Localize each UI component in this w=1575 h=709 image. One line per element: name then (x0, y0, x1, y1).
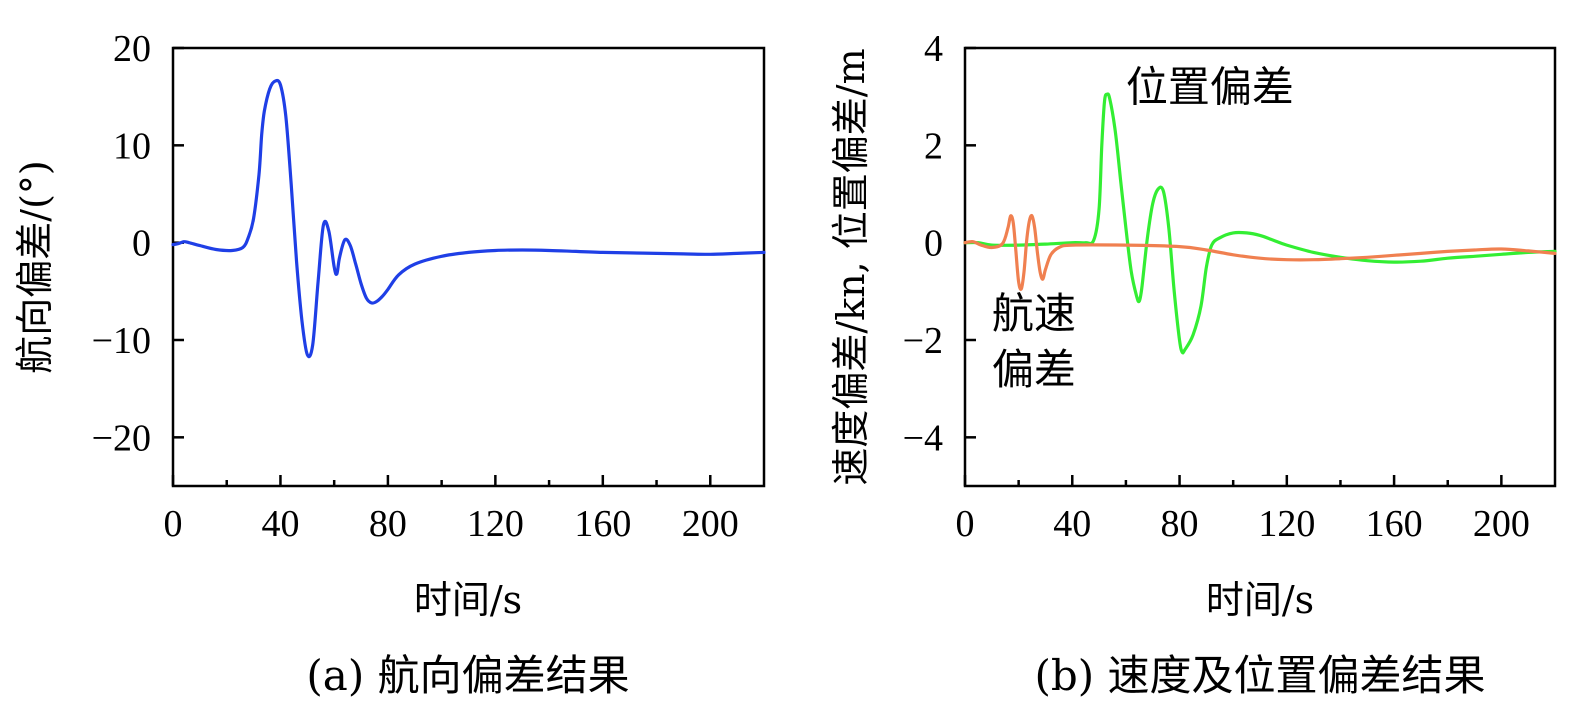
series-lines-b (963, 92, 1557, 355)
plot-frame-a (171, 46, 766, 488)
y-tick-label: 2 (924, 125, 943, 167)
y-axis-title-b: 速度偏差/kn, 位置偏差/m (829, 48, 873, 485)
annotation-label: 位置偏差 (1126, 63, 1294, 112)
x-tick-label: 160 (1366, 503, 1423, 545)
x-tick-label: 120 (467, 503, 524, 545)
caption-a: (a) 航向偏差结果 (306, 651, 629, 700)
y-tick-label: −10 (92, 320, 151, 362)
x-tick-label: 0 (164, 503, 183, 545)
series-line (963, 213, 1557, 291)
y-tick-label: −2 (903, 320, 943, 362)
y-tick-label: 0 (924, 223, 943, 265)
x-axis-title-b: 时间/s (1206, 578, 1314, 622)
y-tick-label: −20 (92, 417, 151, 459)
y-axis-title-a: 航向偏差/(°) (13, 160, 57, 373)
tick-labels-a: 0 40 80 120 160 200 20 10 0 −10 −20 (92, 28, 739, 545)
y-tick-label: 10 (113, 125, 151, 167)
y-tick-label: 20 (113, 28, 151, 70)
y-tick-label: −4 (903, 417, 943, 459)
y-tick-label: 4 (924, 28, 943, 70)
x-axis-title-a: 时间/s (414, 578, 522, 622)
plot-frame-b (963, 46, 1557, 488)
caption-b: (b) 速度及位置偏差结果 (1034, 651, 1485, 700)
annotation-label: 偏差 (992, 345, 1076, 394)
x-tick-label: 200 (1473, 503, 1530, 545)
series-lines-a (171, 78, 766, 359)
series-line (171, 78, 766, 359)
x-tick-label: 200 (682, 503, 739, 545)
x-tick-label: 80 (1161, 503, 1199, 545)
x-tick-label: 40 (261, 503, 299, 545)
axis-ticks-b (963, 46, 1503, 486)
tick-labels-b: 0 40 80 120 160 200 4 2 0 −2 −4 (903, 28, 1530, 545)
x-tick-label: 80 (369, 503, 407, 545)
x-tick-label: 160 (574, 503, 631, 545)
x-tick-label: 0 (956, 503, 975, 545)
annotation-label: 航速 (992, 289, 1076, 338)
x-tick-label: 40 (1053, 503, 1091, 545)
x-tick-label: 120 (1258, 503, 1315, 545)
y-tick-label: 0 (132, 223, 151, 265)
axis-ticks-a (171, 46, 712, 486)
